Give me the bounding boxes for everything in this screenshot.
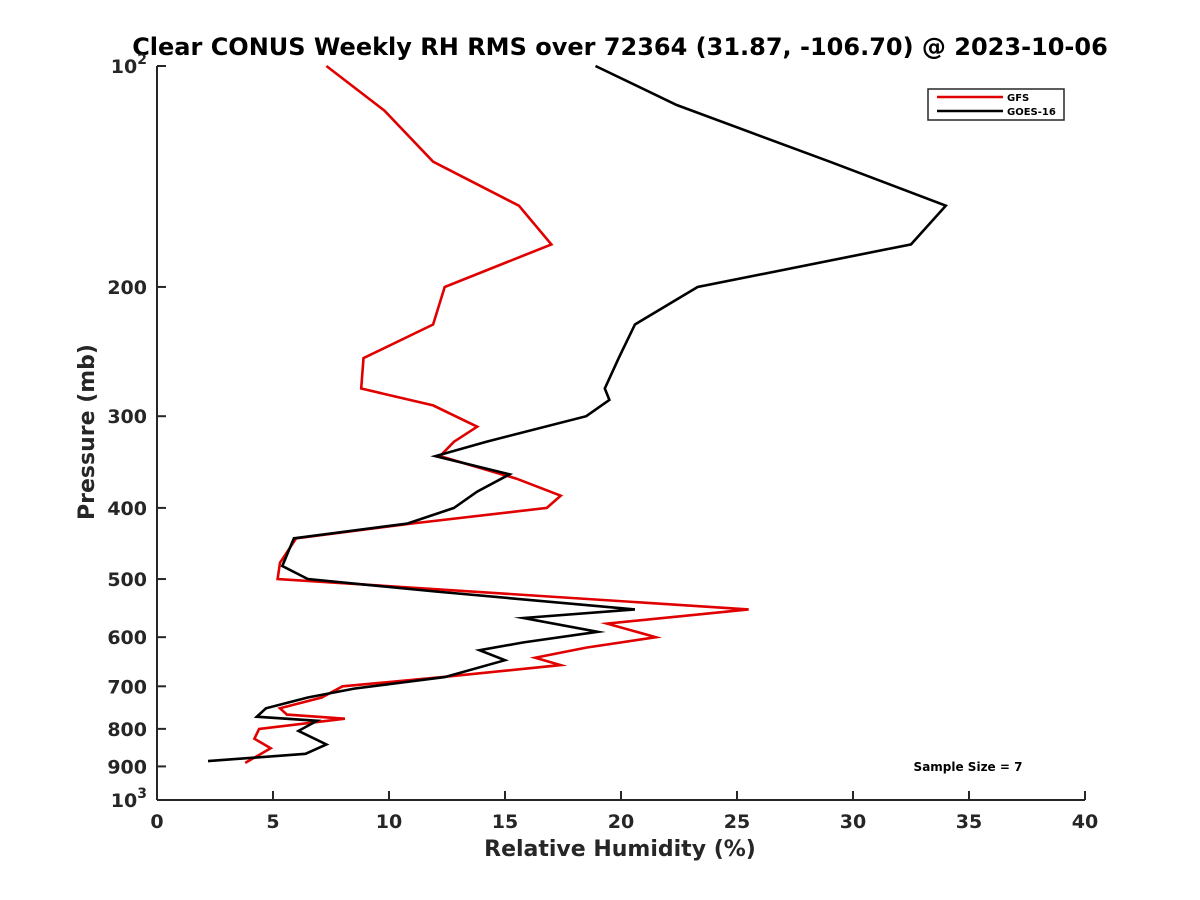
chart-title: Clear CONUS Weekly RH RMS over 72364 (31…: [132, 33, 1108, 61]
x-tick-label: 25: [724, 811, 750, 833]
legend-box: [927, 88, 1065, 121]
x-tick-label: 35: [956, 811, 982, 833]
x-tick-label: 40: [1072, 811, 1098, 833]
y-tick-label: 900: [107, 756, 147, 778]
x-tick-label: 30: [840, 811, 866, 833]
x-tick-label: 0: [150, 811, 163, 833]
x-tick-label: 5: [266, 811, 279, 833]
y-tick-label: 600: [107, 627, 147, 649]
y-tick-label: 800: [107, 719, 147, 741]
legend: GFS GOES-16: [927, 88, 1065, 121]
legend-label-goes-16: GOES-16: [1007, 107, 1056, 118]
y-tick-label: 200: [107, 277, 147, 299]
sample-size-annotation: Sample Size = 7: [914, 760, 1023, 774]
y-tick-label: 400: [107, 498, 147, 520]
y-tick-label: 300: [107, 406, 147, 428]
y-tick-label: 500: [107, 569, 147, 591]
x-tick-label: 10: [376, 811, 402, 833]
series-line-goes-16: [207, 64, 949, 763]
series-lines: [207, 64, 949, 765]
y-tick-label: 700: [107, 676, 147, 698]
x-tick-label: 15: [492, 811, 518, 833]
y-tick-label: 102: [111, 52, 147, 78]
y-axis-label: Pressure (mb): [75, 344, 100, 520]
legend-label-gfs: GFS: [1007, 93, 1029, 104]
y-tick-label: 103: [111, 786, 147, 812]
axes: 0 5 10 15 20 25 30 35 40 102 200 300 400 500 600 700 800…: [107, 52, 1098, 833]
x-tick-label: 20: [608, 811, 634, 833]
x-axis-label: Relative Humidity (%): [484, 837, 756, 862]
